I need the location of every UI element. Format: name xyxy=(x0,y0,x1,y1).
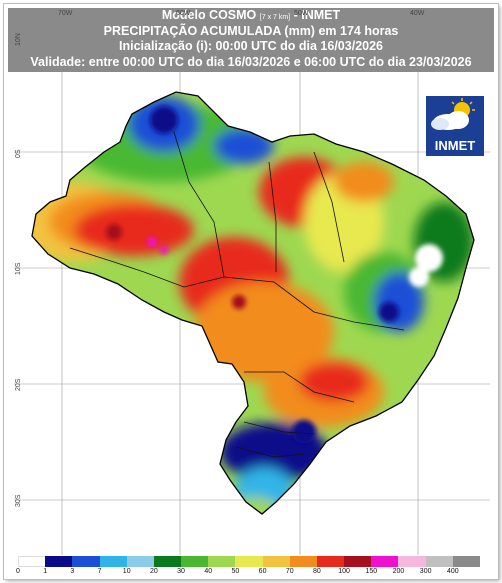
legend-tick-1: 1 xyxy=(43,568,48,575)
lon-label-70w: 70W xyxy=(58,10,73,17)
legend-tick-10: 70 xyxy=(285,568,294,575)
legend-tick-14: 200 xyxy=(392,568,405,575)
legend-swatch-10 xyxy=(289,556,318,567)
legend-swatch-9 xyxy=(262,556,291,567)
legend-swatch-12 xyxy=(344,556,372,567)
legend-tick-0: 0 xyxy=(16,568,20,575)
legend-swatch-6 xyxy=(181,556,209,567)
lat-label-10s: 10S xyxy=(15,262,22,275)
legend-tick-15: 300 xyxy=(419,568,432,575)
field-amazon-red xyxy=(74,204,194,256)
legend-tick-4: 10 xyxy=(122,568,131,575)
precipitation-map xyxy=(14,72,490,555)
legend-tick-9: 60 xyxy=(258,568,267,575)
lon-label-50w: 50W xyxy=(294,10,309,17)
inmet-logo: INMET xyxy=(426,96,484,156)
header-line-4: Validade: entre 00:00 UTC do dia 16/03/2… xyxy=(30,54,472,69)
institute-suffix: - INMET xyxy=(293,8,341,22)
border-pr-sc xyxy=(243,421,315,435)
field-magenta-2 xyxy=(160,246,168,254)
border-ma-pi xyxy=(313,151,345,263)
field-darkblue-3 xyxy=(292,420,316,444)
field-south-green xyxy=(229,497,279,514)
lat-label-30s: 30S xyxy=(15,494,22,507)
field-northeast-orange xyxy=(334,162,394,202)
field-darkblue-2 xyxy=(379,302,399,322)
legend-tick-16: 400 xyxy=(446,568,459,575)
header-line-2: PRECIPITAÇÃO ACUMULADA (mm) em 174 horas xyxy=(103,23,399,38)
legend-swatch-2 xyxy=(72,556,101,567)
legend-swatch-15 xyxy=(425,556,454,567)
border-ac-ro xyxy=(69,247,145,273)
lon-label-60w: 60W xyxy=(176,10,191,17)
model-resolution: [7 x 7 km] xyxy=(259,14,291,21)
field-guiana-blue xyxy=(214,128,274,164)
border-ba-mg xyxy=(313,311,405,331)
brazil-outline xyxy=(31,91,475,515)
legend-swatch-4 xyxy=(126,556,155,567)
legend-swatch-14 xyxy=(398,556,427,567)
legend-tick-12: 100 xyxy=(338,568,350,575)
field-darkblue-1 xyxy=(150,106,178,134)
precipitation-legend: 0 1 3 7 10 20 30 40 50 60 70 80 100 150 200 300 400 xyxy=(14,556,490,580)
weather-icon xyxy=(431,98,475,130)
border-am-pa xyxy=(173,131,225,278)
field-darkred-2 xyxy=(232,295,246,309)
border-ro-mt xyxy=(143,271,225,288)
legend-swatch-11 xyxy=(316,556,345,567)
field-darkred-1 xyxy=(106,224,122,240)
border-sc-rs xyxy=(235,446,305,458)
field-southeast-red xyxy=(299,362,369,402)
legend-tick-13: 150 xyxy=(365,568,378,575)
field-white-2 xyxy=(409,267,429,287)
border-ms-sp xyxy=(244,371,355,403)
legend-tick-11: 80 xyxy=(313,568,321,575)
legend-tick-7: 40 xyxy=(204,568,213,575)
legend-swatch-8 xyxy=(235,556,264,567)
logo-text: INMET xyxy=(434,138,476,153)
legend-swatch-7 xyxy=(208,556,236,567)
header-line-1: Modelo COSMO [7 x 7 km] - INMET xyxy=(8,8,494,24)
legend-tick-5: 20 xyxy=(149,568,158,575)
legend-swatch-3 xyxy=(99,556,128,567)
border-pa-to xyxy=(268,161,277,272)
legend-swatch-13 xyxy=(371,556,399,567)
field-white-1 xyxy=(415,244,443,272)
field-magenta-1 xyxy=(147,237,157,247)
lat-label-20s: 20S xyxy=(15,378,22,391)
border-mt-go xyxy=(223,276,315,313)
header-line-3: Inicialização (i): 00:00 UTC do dia 16/0… xyxy=(119,39,383,53)
legend-swatch-0 xyxy=(18,556,46,567)
map-header: Modelo COSMO [7 x 7 km] - INMET PRECIPIT… xyxy=(8,8,494,72)
map-canvas xyxy=(14,72,490,555)
lon-label-40w: 40W xyxy=(410,10,425,17)
lat-label-0s: 0S xyxy=(15,149,22,158)
lat-label-10n: 10N xyxy=(15,33,22,46)
legend-tick-2: 3 xyxy=(70,568,75,575)
legend-swatch-5 xyxy=(153,556,182,567)
legend-swatch-16 xyxy=(452,556,481,567)
field-central-orange xyxy=(194,282,334,382)
legend-tick-8: 50 xyxy=(231,568,240,575)
state-borders xyxy=(69,131,405,458)
precipitation-field xyxy=(32,92,474,514)
legend-swatch-1 xyxy=(45,556,73,567)
model-name: Modelo COSMO xyxy=(161,8,257,22)
legend-tick-3: 7 xyxy=(97,568,102,575)
legend-tick-6: 30 xyxy=(177,568,185,575)
